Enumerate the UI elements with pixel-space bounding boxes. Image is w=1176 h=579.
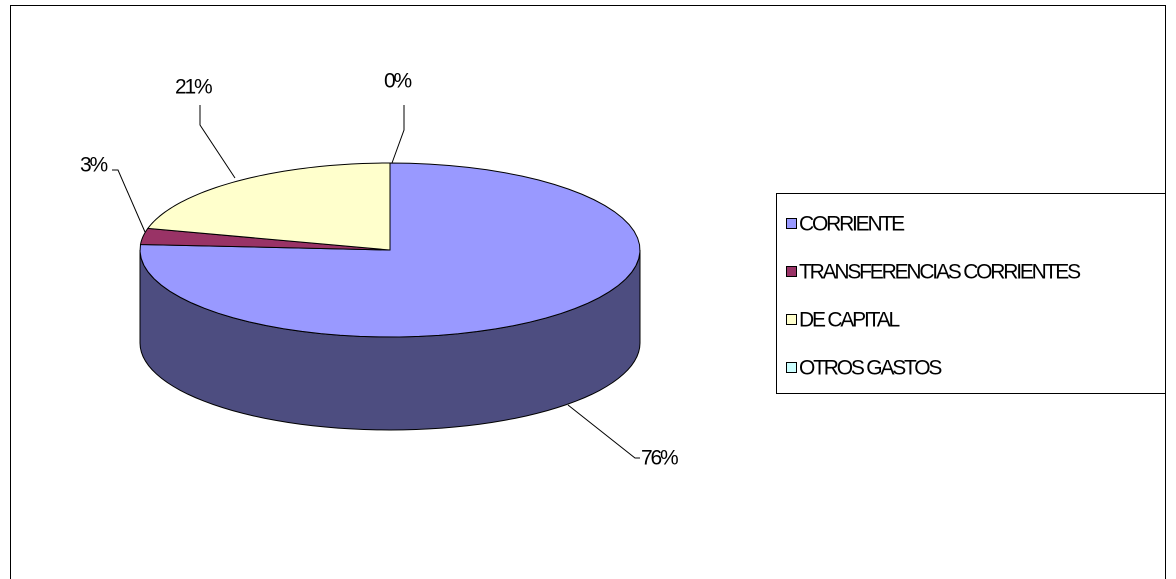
legend-swatch xyxy=(786,362,797,373)
legend-label: TRANSFERENCIAS CORRIENTES xyxy=(799,261,1081,284)
data-label: 76% xyxy=(641,447,678,470)
pie-slice xyxy=(139,162,641,338)
data-label: 3% xyxy=(80,154,107,177)
data-label: 21% xyxy=(175,76,212,99)
legend-swatch xyxy=(786,314,797,325)
leader-line xyxy=(199,105,236,179)
data-label: 0% xyxy=(384,70,411,93)
leader-line xyxy=(391,105,405,164)
legend-label: CORRIENTE xyxy=(799,213,905,236)
legend-box xyxy=(776,193,1166,394)
legend-label: DE CAPITAL xyxy=(799,309,899,332)
leader-line xyxy=(112,169,146,233)
leader-line xyxy=(567,404,640,459)
legend-label: OTROS GASTOS xyxy=(799,357,942,380)
legend-swatch xyxy=(786,218,797,229)
pie-slice xyxy=(146,162,391,251)
legend-swatch xyxy=(786,266,797,277)
